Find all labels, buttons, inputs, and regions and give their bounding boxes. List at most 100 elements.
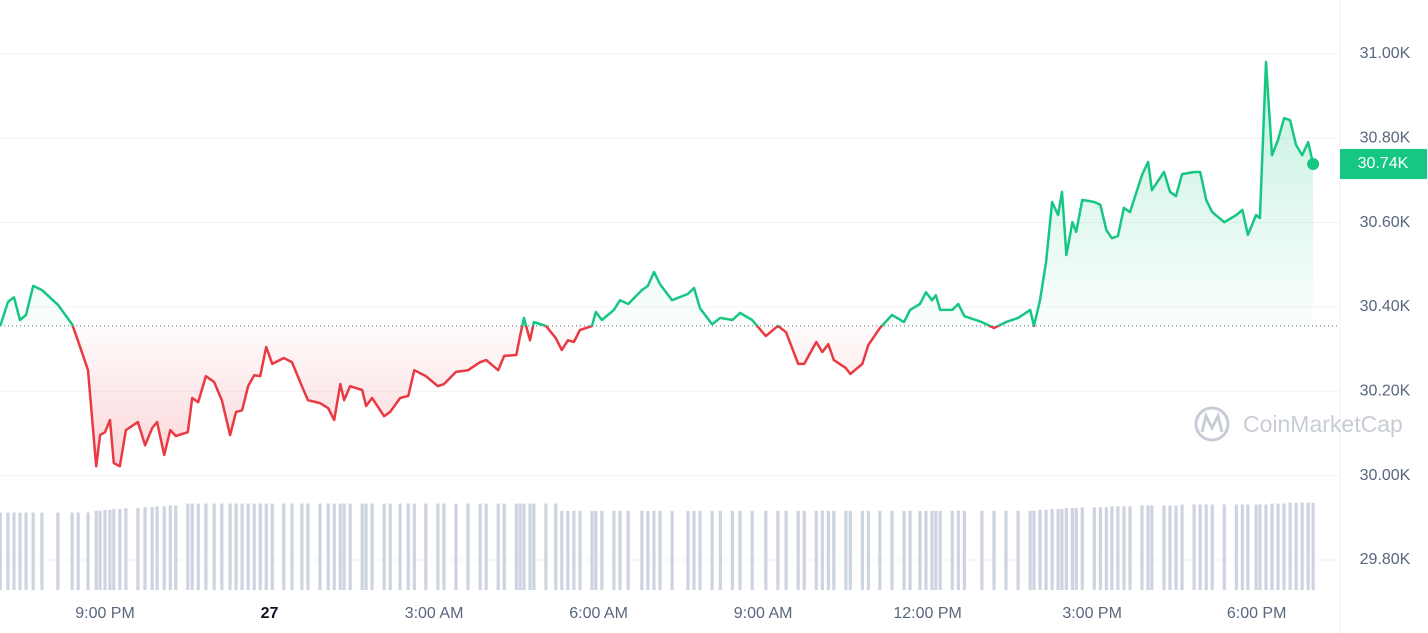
volume-bar bbox=[174, 505, 178, 590]
volume-bar bbox=[155, 506, 159, 590]
watermark-logo bbox=[1194, 406, 1230, 442]
volume-bar bbox=[412, 503, 416, 590]
volume-bar bbox=[186, 503, 190, 590]
volume-bar bbox=[98, 510, 102, 590]
watermark-group: CoinMarketCap bbox=[1194, 406, 1403, 442]
volume-bar bbox=[600, 510, 604, 590]
volume-bar bbox=[190, 503, 194, 590]
volume-bar bbox=[626, 510, 630, 590]
volume-bar bbox=[382, 503, 386, 590]
volume-bar bbox=[31, 512, 35, 590]
volume-bar bbox=[1288, 502, 1292, 590]
volume-bar bbox=[124, 508, 128, 590]
volume-bar bbox=[594, 510, 598, 590]
volume-bar bbox=[930, 510, 934, 590]
volume-bar bbox=[1270, 503, 1274, 590]
volume-bar bbox=[1050, 509, 1054, 590]
y-tick-label: 30.60K bbox=[1360, 214, 1411, 231]
volume-bar bbox=[718, 510, 722, 590]
volume-bar bbox=[300, 503, 304, 590]
volume-bar bbox=[950, 510, 954, 590]
volume-bar bbox=[212, 503, 216, 590]
volume-bar bbox=[902, 510, 906, 590]
volume-bar bbox=[40, 512, 44, 590]
volume-bar bbox=[776, 510, 780, 590]
volume-bar bbox=[348, 503, 352, 590]
volume-bar bbox=[118, 509, 122, 590]
volume-bar bbox=[618, 510, 622, 590]
price-line bbox=[0, 60, 1315, 468]
volume-bar bbox=[1300, 502, 1304, 590]
volume-bar bbox=[1311, 502, 1315, 590]
volume-bar bbox=[1240, 504, 1244, 590]
volume-bar bbox=[784, 510, 788, 590]
x-tick-label: 9:00 AM bbox=[734, 605, 793, 622]
volume-bar bbox=[398, 503, 402, 590]
volume-bar bbox=[1210, 504, 1214, 590]
volume-bar bbox=[1174, 505, 1178, 590]
volume-bar bbox=[522, 503, 526, 590]
volume-bar bbox=[832, 510, 836, 590]
volume-bar bbox=[1222, 504, 1226, 590]
volume-bar bbox=[136, 508, 140, 590]
y-tick-label: 30.20K bbox=[1360, 383, 1411, 400]
volume-bar bbox=[112, 509, 116, 590]
last-price-label: 30.74K bbox=[1358, 155, 1409, 172]
volume-bar bbox=[0, 512, 2, 590]
volume-bar bbox=[1180, 504, 1184, 590]
volume-bar bbox=[730, 510, 734, 590]
volume-bar bbox=[956, 510, 960, 590]
volume-bar bbox=[1276, 503, 1280, 590]
volume-bar bbox=[934, 510, 938, 590]
volume-bar bbox=[924, 510, 928, 590]
volume-bar bbox=[290, 503, 294, 590]
x-tick-label: 9:00 PM bbox=[75, 605, 135, 622]
volume-bar bbox=[710, 510, 714, 590]
volume-bar bbox=[820, 510, 824, 590]
volume-bar bbox=[228, 503, 232, 590]
volume-bar bbox=[1122, 506, 1126, 590]
volume-bar bbox=[1162, 505, 1166, 590]
volume-bar bbox=[246, 503, 250, 590]
volume-bar bbox=[866, 510, 870, 590]
volume-bar bbox=[1150, 505, 1154, 590]
volume-bar bbox=[108, 509, 112, 590]
volume-bar bbox=[424, 503, 428, 590]
volume-bar bbox=[992, 510, 996, 590]
volume-bar bbox=[1070, 508, 1074, 590]
volume-bar bbox=[270, 503, 274, 590]
volume-bar bbox=[1016, 510, 1020, 590]
volume-bar bbox=[56, 512, 60, 590]
volume-bar bbox=[406, 503, 410, 590]
volume-bar bbox=[544, 503, 548, 590]
y-tick-label: 31.00K bbox=[1360, 45, 1411, 62]
y-tick-label: 30.80K bbox=[1360, 130, 1411, 147]
volume-bar bbox=[802, 510, 806, 590]
volume-bar bbox=[890, 510, 894, 590]
volume-bar bbox=[1060, 509, 1064, 590]
volume-bar bbox=[1294, 502, 1298, 590]
volume-bar bbox=[326, 503, 330, 590]
volume-bar bbox=[1104, 507, 1108, 590]
volume-bar bbox=[590, 510, 594, 590]
volume-bar bbox=[1098, 507, 1102, 590]
volume-bar bbox=[878, 510, 882, 590]
volume-bar bbox=[686, 510, 690, 590]
volume-bar bbox=[532, 503, 536, 590]
volume-bar bbox=[436, 503, 440, 590]
x-tick-label: 27 bbox=[261, 605, 279, 622]
volume-bar bbox=[70, 512, 74, 590]
volume-bar bbox=[1032, 510, 1036, 590]
volume-bar bbox=[646, 510, 650, 590]
x-tick-label: 3:00 PM bbox=[1062, 605, 1122, 622]
volume-bar bbox=[566, 510, 570, 590]
volume-bar bbox=[258, 503, 262, 590]
volume-bar bbox=[1168, 505, 1172, 590]
volume-bar bbox=[980, 510, 984, 590]
volume-bar bbox=[750, 510, 754, 590]
volume-bar bbox=[24, 512, 28, 590]
volume-bar bbox=[764, 510, 768, 590]
volume-bar bbox=[848, 510, 852, 590]
volume-bar bbox=[6, 512, 10, 590]
